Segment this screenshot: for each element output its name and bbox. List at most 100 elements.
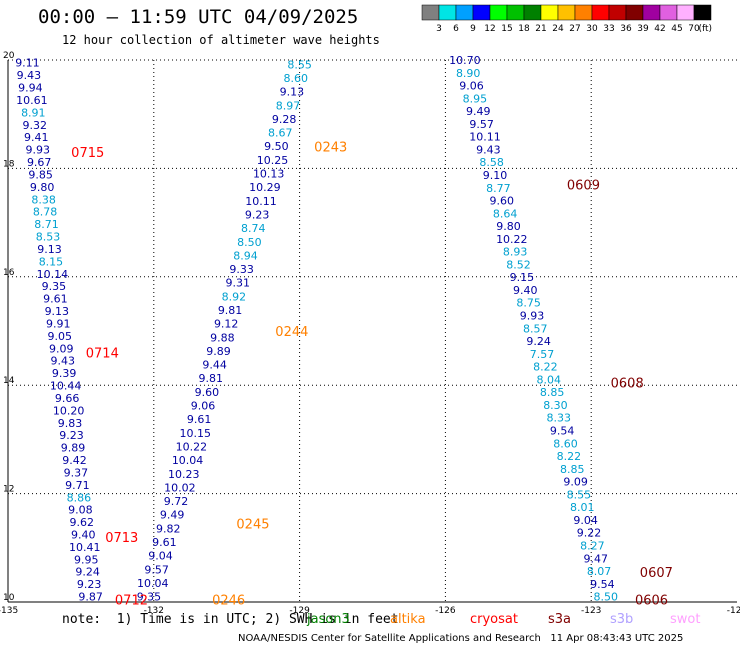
- wave-height-point: 9.13: [280, 86, 305, 99]
- wave-height-point: 9.10: [483, 169, 508, 182]
- pass-time-label: 0713: [105, 531, 138, 546]
- wave-height-point: 9.66: [55, 392, 80, 405]
- wave-height-point: 9.24: [526, 335, 551, 348]
- wave-height-point: 9.60: [195, 386, 220, 399]
- wave-height-point: 9.28: [272, 113, 297, 126]
- wave-height-point: 9.35: [42, 280, 67, 293]
- legend-swatch: [557, 4, 576, 21]
- legend-swatch: [608, 4, 627, 21]
- wave-height-point: 9.54: [590, 578, 615, 591]
- wave-height-point: 8.58: [479, 156, 504, 169]
- legend-swatch: [523, 4, 542, 21]
- wave-height-point: 9.62: [70, 516, 95, 529]
- legend-label: 9: [470, 24, 476, 34]
- wave-height-point: 9.31: [226, 277, 251, 290]
- wave-height-point: 8.27: [580, 539, 605, 552]
- wave-height-point: 8.93: [503, 246, 528, 259]
- wave-height-point: 9.39: [52, 367, 77, 380]
- wave-height-point: 9.35: [137, 591, 162, 604]
- legend-label: 3: [436, 24, 442, 34]
- wave-height-point: 10.23: [168, 468, 200, 481]
- wave-height-point: 9.04: [573, 514, 598, 527]
- wave-height-point: 9.67: [27, 156, 52, 169]
- wave-height-point: 9.88: [210, 331, 235, 344]
- legend-label: 70: [688, 24, 700, 34]
- wave-height-point: 8.74: [241, 222, 266, 235]
- wave-height-point: 9.13: [37, 243, 62, 256]
- wave-height-point: 8.15: [39, 255, 64, 268]
- y-tick-label: 20: [3, 51, 15, 61]
- legend-label: 6: [453, 24, 459, 34]
- wave-height-point: 9.60: [490, 195, 515, 208]
- legend-label: 18: [518, 24, 530, 34]
- wave-height-point: 9.71: [65, 479, 90, 492]
- wave-height-point: 9.94: [18, 82, 43, 95]
- wave-height-point: 9.06: [459, 80, 484, 93]
- pass-time-label: 0243: [314, 141, 347, 156]
- wave-height-point: 10.04: [172, 454, 204, 467]
- wave-height-point: 8.57: [523, 322, 548, 335]
- wave-height-point: 8.77: [486, 182, 511, 195]
- wave-height-point: 9.81: [198, 372, 223, 385]
- wave-height-point: 8.53: [36, 231, 61, 244]
- wave-height-point: 9.47: [583, 552, 608, 565]
- legend-swatch: [625, 4, 644, 21]
- wave-height-point: 9.93: [25, 144, 50, 157]
- wave-height-point: 9.43: [476, 143, 501, 156]
- x-tick-label: -120: [727, 606, 740, 616]
- wave-height-point: 10.04: [137, 577, 169, 590]
- legend-swatch: [540, 4, 559, 21]
- wave-height-point: 8.75: [516, 297, 541, 310]
- wave-height-point: 9.23: [245, 208, 270, 221]
- x-tick-label: -126: [435, 606, 456, 616]
- wave-height-point: 8.50: [594, 591, 619, 604]
- satellite-jason3: jason3: [307, 612, 350, 627]
- pass-time-label: 0607: [640, 566, 673, 581]
- wave-height-point: 8.95: [463, 92, 488, 105]
- wave-height-point: 9.57: [469, 118, 494, 131]
- wave-height-point: 8.94: [233, 249, 258, 262]
- legend-label: 42: [654, 24, 665, 34]
- legend-label: 30: [586, 24, 598, 34]
- legend-swatch: [659, 4, 678, 21]
- wave-height-point: 10.25: [257, 154, 289, 167]
- pass-time-label: 0609: [567, 179, 600, 194]
- pass-time-label: 0245: [236, 517, 269, 532]
- legend-label: 24: [552, 24, 564, 34]
- wave-height-point: 9.41: [24, 131, 49, 144]
- satellite-swot: swot: [670, 612, 701, 627]
- wave-height-point: 8.78: [33, 206, 58, 219]
- satellite-altika: altika: [390, 612, 426, 627]
- wave-height-point: 9.22: [577, 527, 602, 540]
- wave-height-point: 9.49: [160, 509, 185, 522]
- legend-label: 45: [671, 24, 682, 34]
- wave-height-point: 8.90: [456, 67, 481, 80]
- wave-height-point: 9.33: [229, 263, 254, 276]
- wave-height-point: 9.89: [206, 345, 231, 358]
- wave-height-point: 10.20: [53, 404, 85, 417]
- satellite-s3a: s3a: [548, 612, 572, 627]
- pass-time-label: 0714: [86, 347, 119, 362]
- pass-time-label: 0712: [115, 593, 148, 608]
- wave-height-point: 9.83: [58, 417, 83, 430]
- wave-height-point: 9.72: [164, 495, 189, 508]
- wave-height-point: 9.05: [48, 330, 73, 343]
- wave-height-point: 9.24: [75, 566, 100, 579]
- wave-height-point: 8.71: [34, 218, 59, 231]
- wave-height-point: 9.09: [563, 476, 588, 489]
- pass-time-label: 0608: [611, 376, 644, 391]
- wave-height-point: 9.08: [68, 504, 93, 517]
- wave-height-point: 9.87: [78, 591, 103, 604]
- wave-height-point: 9.89: [61, 442, 86, 455]
- wave-height-point: 8.50: [237, 236, 262, 249]
- wave-height-point: 10.14: [37, 268, 69, 281]
- legend-swatch: [676, 4, 695, 21]
- legend-swatch: [591, 4, 610, 21]
- wave-height-point: 9.61: [43, 293, 68, 306]
- legend-label: 21: [535, 24, 546, 34]
- wave-height-point: 9.15: [510, 271, 535, 284]
- satellite-cryosat: cryosat: [470, 612, 518, 627]
- wave-height-point: 8.85: [560, 463, 585, 476]
- wave-height-point: 9.54: [550, 424, 575, 437]
- wave-height-point: 9.40: [71, 529, 96, 542]
